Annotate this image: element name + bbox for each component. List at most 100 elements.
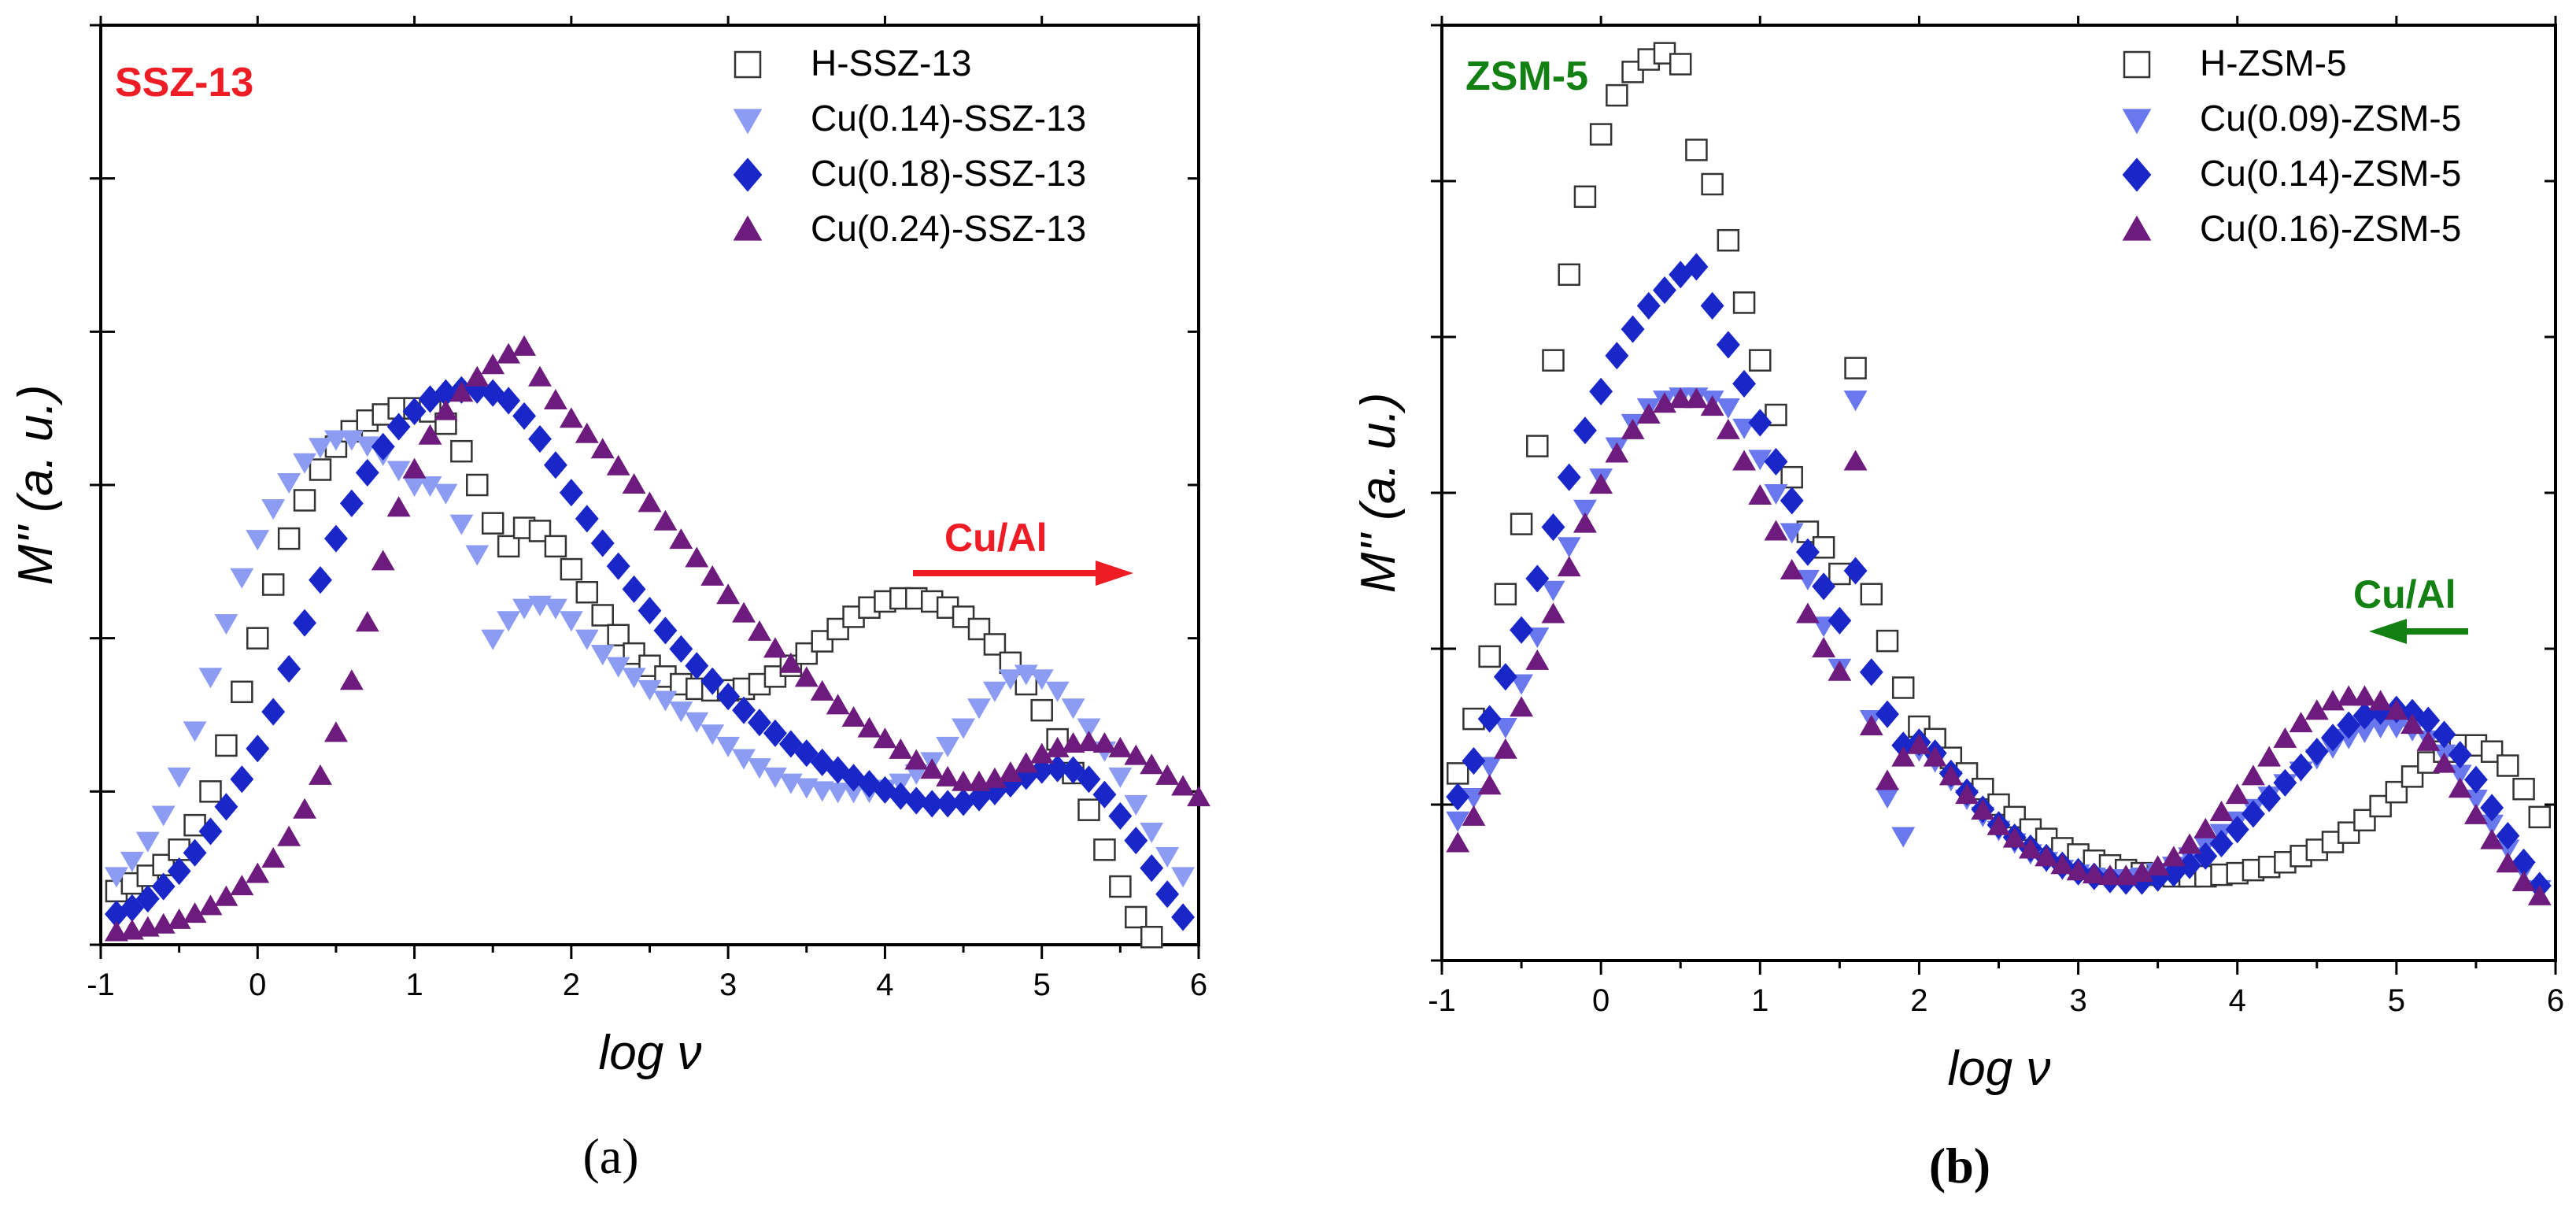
data-point-a-s3 (575, 422, 599, 443)
legend-entry-a-s1: Cu(0.14)-SSZ-13 (811, 98, 1086, 139)
data-point-a-s1 (559, 611, 583, 632)
data-point-a-s3 (183, 902, 207, 923)
data-point-b-s2 (1748, 409, 1772, 437)
data-point-b-s3 (1605, 442, 1629, 463)
data-point-a-s1 (323, 430, 348, 451)
data-point-b-s3 (1812, 637, 1836, 658)
data-point-b-s2 (2257, 784, 2282, 812)
data-point-b-s3 (1477, 774, 1502, 795)
data-point-a-s1 (402, 476, 427, 497)
data-point-b-s0 (1526, 435, 1549, 457)
data-point-a-s2 (716, 683, 741, 711)
data-point-b-s2 (2496, 822, 2520, 850)
data-point-b-s2 (1493, 663, 1517, 691)
data-point-a-s3 (700, 564, 725, 586)
data-point-a-s0 (246, 627, 269, 650)
data-point-a-s3 (685, 546, 709, 568)
data-point-b-s1 (2480, 814, 2504, 835)
data-point-a-s3 (841, 705, 866, 727)
data-point-a-s3 (371, 550, 395, 571)
data-point-b-s3 (2050, 853, 2075, 875)
legend-a: H-SSZ-13 Cu(0.14)-SSZ-13 Cu(0.18)-SSZ-13 Cu… (733, 43, 1086, 249)
data-point-b-s3 (1907, 733, 1931, 754)
data-point-a-s2 (402, 398, 427, 426)
data-point-a-s3 (622, 473, 646, 494)
x-tick-label-a: 2 (563, 968, 580, 1002)
data-point-b-s3 (2002, 827, 2027, 848)
data-point-b-s2 (1700, 291, 1724, 320)
x-tick-label-b: 5 (2388, 983, 2405, 1018)
data-point-b-s1 (1748, 450, 1772, 471)
data-point-b-s2 (2463, 765, 2488, 794)
data-point-b-s3 (1636, 403, 1661, 424)
data-point-a-s1 (386, 461, 411, 482)
data-point-a-s0 (261, 573, 285, 596)
data-point-a-s2 (497, 387, 521, 415)
data-point-b-s0 (1876, 629, 1899, 653)
data-point-b-s2 (2193, 842, 2218, 870)
data-point-b-s2 (2321, 724, 2345, 752)
legend-marker-b-s0 (2123, 50, 2151, 79)
data-point-b-s3 (2241, 764, 2265, 786)
legend-entry-b-s1: Cu(0.09)-ZSM-5 (2200, 98, 2461, 139)
panel-label-b: (b) (1929, 1138, 1990, 1194)
data-point-a-s2 (826, 756, 850, 784)
data-point-b-s3 (2463, 803, 2488, 824)
data-point-a-s2 (339, 489, 364, 517)
data-point-a-s2 (151, 872, 176, 901)
data-point-b-s3 (2448, 777, 2472, 798)
data-point-b-s2 (1573, 416, 1597, 445)
data-point-b-s0 (1494, 583, 1517, 605)
data-point-a-s2 (669, 635, 693, 663)
data-point-a-s1 (1108, 767, 1133, 788)
data-point-a-s0 (481, 512, 504, 535)
data-point-a-s1 (952, 718, 976, 739)
data-point-a-s2 (1061, 756, 1085, 784)
data-point-b-s1 (1573, 499, 1597, 520)
data-point-b-s2 (2511, 848, 2536, 876)
data-point-b-s3 (2337, 685, 2361, 706)
data-point-b-s3 (1764, 520, 1788, 541)
data-point-b-s3 (2511, 871, 2536, 892)
data-point-a-s2 (246, 735, 270, 763)
data-point-a-s3 (778, 652, 803, 673)
data-point-b-s3 (2527, 884, 2552, 905)
data-point-b-s3 (1828, 660, 1852, 681)
data-point-b-s3 (2161, 846, 2186, 867)
x-tick-label-a: 3 (719, 968, 737, 1002)
data-point-a-s3 (606, 454, 630, 476)
data-point-b-s2 (2416, 706, 2441, 735)
data-point-a-s0 (450, 439, 473, 463)
data-point-a-s0 (560, 557, 583, 581)
data-point-a-s1 (1140, 822, 1164, 843)
data-point-a-s1 (982, 681, 1007, 702)
data-point-b-s3 (1923, 746, 1947, 767)
data-point-b-s3 (1859, 715, 1883, 736)
data-point-a-s2 (277, 655, 301, 683)
data-point-a-s2 (748, 709, 771, 737)
data-point-a-s1 (1045, 681, 1070, 702)
data-point-b-s2 (1891, 731, 1916, 760)
annotation-arrow-head-a (1096, 561, 1133, 586)
data-point-b-s2 (1732, 369, 1757, 398)
data-point-a-s1 (841, 783, 866, 804)
data-point-b-s2 (1812, 572, 1836, 601)
data-point-b-s3 (1971, 798, 1995, 820)
data-point-a-s3 (167, 908, 191, 929)
x-tick-label-a: 5 (1033, 968, 1051, 1002)
data-point-a-s1 (1155, 847, 1180, 868)
data-point-a-s0 (983, 633, 1007, 656)
data-point-b-s3 (1525, 649, 1550, 670)
data-point-a-s3 (293, 798, 317, 819)
data-point-a-s3 (386, 496, 411, 517)
data-point-a-s1 (1029, 669, 1054, 690)
data-point-a-s3 (434, 399, 458, 420)
data-point-b-s2 (2480, 794, 2504, 822)
data-point-a-s3 (497, 342, 521, 364)
data-point-b-s3 (1493, 738, 1517, 759)
x-tick-label-a: 0 (249, 968, 266, 1002)
data-point-a-s1 (418, 476, 442, 497)
data-point-a-s0 (1140, 926, 1163, 949)
data-point-b-s2 (1764, 447, 1788, 476)
data-point-b-s2 (1876, 700, 1899, 728)
